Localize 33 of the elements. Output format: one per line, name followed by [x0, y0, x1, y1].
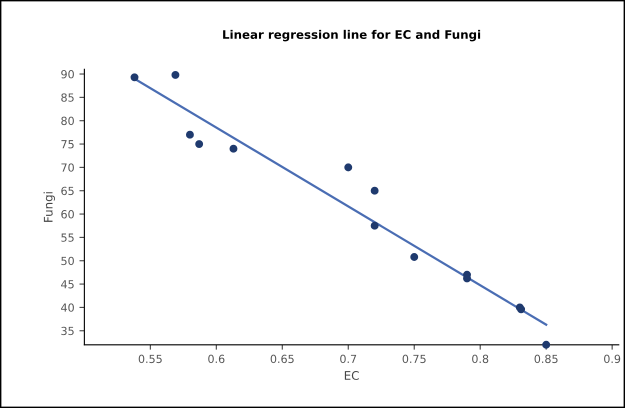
x-tick-label: 0.85: [534, 354, 558, 364]
point: [130, 73, 138, 82]
x-tick-label: 0.7: [340, 354, 356, 364]
point: [370, 186, 379, 195]
point: [230, 144, 238, 153]
point: [344, 163, 352, 172]
x-tick-label: 0.65: [270, 354, 294, 364]
y-axis-title: Fungi: [44, 192, 55, 222]
point: [410, 253, 418, 261]
y-tick-label: 45: [61, 280, 74, 288]
y-tick-label: 60: [61, 210, 74, 218]
y-tick-label: 40: [61, 303, 74, 312]
x-axis-title: EC: [344, 371, 359, 380]
y-tick-label: 80: [61, 116, 74, 126]
y-tick-label: 65: [61, 186, 74, 196]
point: [186, 130, 194, 139]
y-tick-label: 70: [61, 163, 74, 172]
x-tick-label: 0.75: [402, 354, 426, 364]
y-tick-label: 55: [61, 234, 74, 242]
y-tick-label: 90: [61, 70, 74, 78]
chart-title: Linear regression line for EC and Fungi: [223, 30, 480, 42]
point: [370, 222, 379, 230]
x-tick-label: 0.6: [208, 354, 224, 364]
y-tick-label: 50: [61, 256, 74, 266]
y-tick-label: 75: [61, 140, 74, 148]
y-tick-label: 35: [61, 326, 74, 336]
point: [171, 71, 180, 79]
point: [195, 140, 204, 148]
x-tick-label: 0.9: [604, 354, 620, 364]
x-tick-label: 0.55: [138, 354, 162, 364]
point: [542, 340, 550, 349]
y-tick-label: 85: [61, 93, 74, 102]
x-tick-label: 0.8: [472, 354, 488, 364]
